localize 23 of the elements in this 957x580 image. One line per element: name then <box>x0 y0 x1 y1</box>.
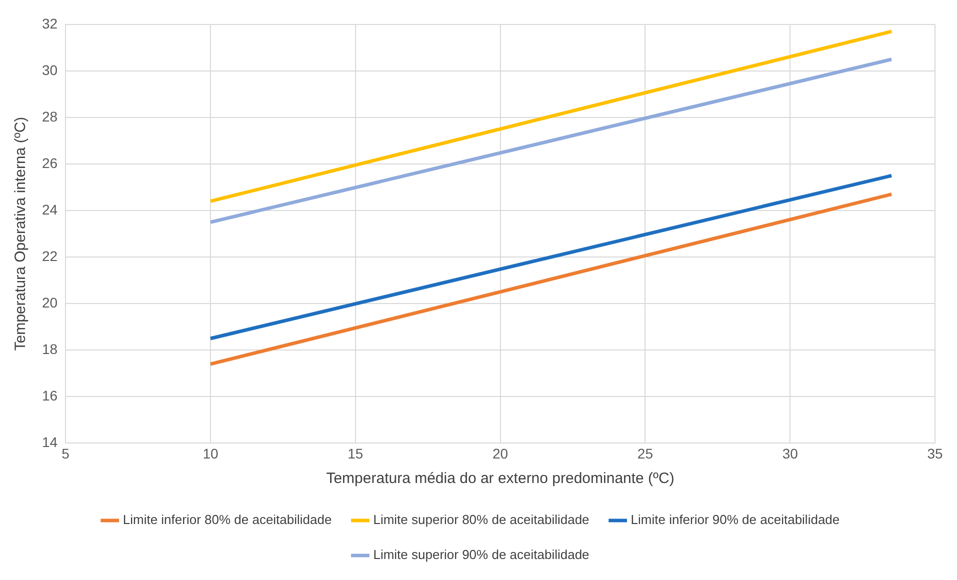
y-tick-label: 22 <box>42 248 58 264</box>
x-tick-label: 15 <box>348 445 364 462</box>
x-tick-label: 30 <box>782 445 798 462</box>
x-tick-label: 5 <box>62 445 70 462</box>
y-tick-label: 14 <box>42 434 58 450</box>
legend-label: Limite superior 90% de aceitabilidade <box>373 547 590 562</box>
y-tick-label: 30 <box>42 62 58 78</box>
legend-label: Limite inferior 80% de aceitabilidade <box>122 512 332 528</box>
x-tick-label: 20 <box>492 445 508 462</box>
y-tick-label: 28 <box>42 108 58 124</box>
y-tick-label: 20 <box>42 294 58 310</box>
x-tick-label: 35 <box>927 445 943 462</box>
y-tick-label: 32 <box>42 15 58 32</box>
x-tick-label: 10 <box>202 445 218 462</box>
y-tick-label: 18 <box>42 340 58 357</box>
y-tick-label: 26 <box>42 154 58 171</box>
legend-label: Limite superior 80% de aceitabilidade <box>373 512 590 528</box>
y-tick-label: 16 <box>42 388 58 404</box>
y-axis-title: Temperatura Operativa interna (ºC) <box>12 116 30 351</box>
y-tick-label: 24 <box>42 201 58 218</box>
legend-label: Limite inferior 90% de aceitabilidade <box>630 512 840 528</box>
x-axis-title: Temperatura média do ar externo predominante (ºC) <box>326 470 674 488</box>
x-tick-label: 25 <box>637 445 654 462</box>
